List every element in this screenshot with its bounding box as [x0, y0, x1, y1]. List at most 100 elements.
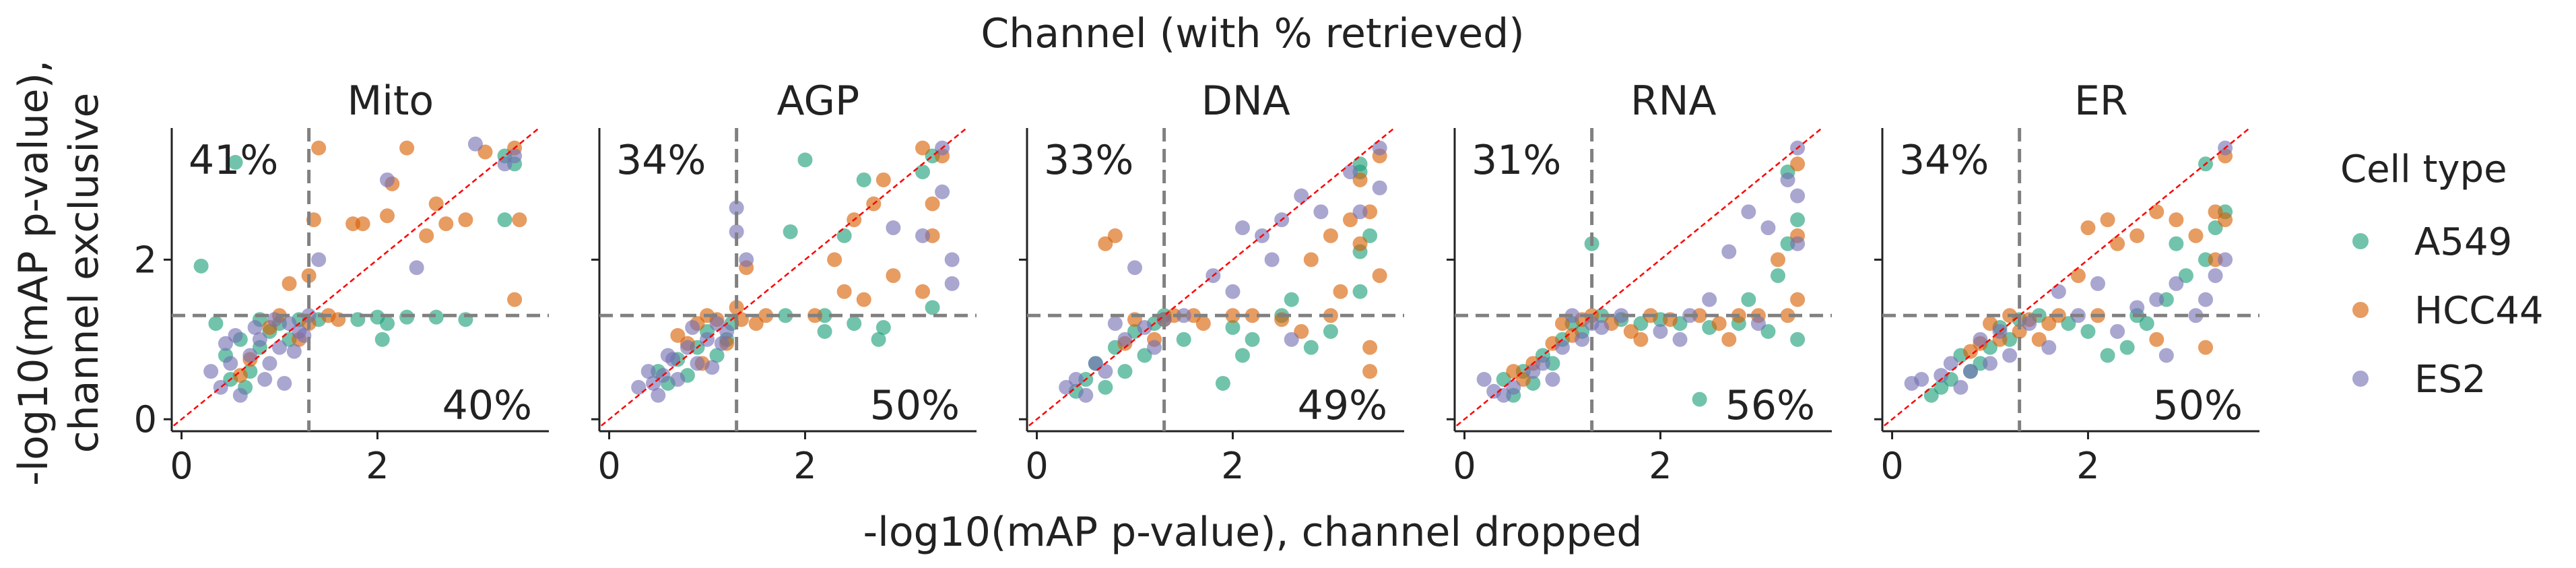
data-point [282, 276, 297, 291]
data-point [680, 340, 695, 355]
data-point [1098, 364, 1113, 379]
data-point [507, 292, 523, 307]
data-point [1535, 356, 1550, 371]
data-point [1323, 323, 1338, 339]
data-point [783, 224, 798, 239]
data-point [685, 320, 700, 336]
data-point [2208, 268, 2223, 284]
legend-label-a549: A549 [2414, 220, 2512, 264]
data-point [2119, 340, 2135, 355]
data-point [1098, 236, 1113, 251]
data-point [1476, 372, 1492, 387]
data-point [1760, 323, 1776, 339]
percent-bottom-right: 40% [442, 382, 532, 429]
data-point [1672, 332, 1688, 347]
data-point [2158, 348, 2174, 363]
data-point [1176, 332, 1191, 347]
data-point [262, 356, 277, 371]
data-point [1245, 332, 1260, 347]
data-point [1147, 340, 1162, 355]
series-hcc44 [1506, 156, 1806, 387]
panels: Mito 0 2 0 2 41% 40% AGP 0 2 34% 50% DNA 0 2 33% 49% RNA 0… [134, 77, 2259, 487]
data-point [778, 308, 793, 323]
data-point [458, 212, 473, 228]
data-point [758, 308, 774, 323]
data-point [640, 364, 656, 379]
data-point [438, 216, 454, 232]
data-point [2139, 316, 2154, 332]
data-point [228, 154, 243, 170]
data-point [1962, 364, 1978, 379]
data-point [1372, 180, 1387, 195]
data-point [925, 300, 940, 315]
data-point [257, 372, 273, 387]
data-point [2198, 292, 2213, 307]
x-tick-label: 0 [597, 445, 620, 487]
series-es2 [203, 136, 523, 403]
data-point [193, 258, 209, 274]
data-point [2090, 276, 2105, 291]
legend-label-es2: ES2 [2414, 358, 2486, 402]
data-point [1721, 244, 1737, 259]
data-point [1973, 332, 1988, 347]
data-point [1343, 164, 1358, 180]
data-point [1225, 308, 1241, 323]
x-axis-label: -log10(mAP p-value), channel dropped [863, 509, 1643, 556]
data-point [2110, 236, 2125, 251]
data-point [277, 375, 292, 391]
data-point [651, 387, 666, 403]
data-point [817, 323, 832, 339]
legend-title: Cell type [2340, 148, 2507, 191]
data-point [925, 196, 940, 212]
data-point [2012, 323, 2027, 339]
data-point [2208, 204, 2223, 220]
data-point [1303, 252, 1319, 267]
x-tick-label: 2 [1221, 445, 1244, 487]
data-point [1943, 356, 1958, 371]
data-point [232, 368, 248, 383]
data-point [856, 172, 871, 187]
data-point [428, 309, 444, 325]
data-point [876, 320, 891, 336]
data-point [1294, 188, 1309, 203]
data-point [1653, 323, 1668, 339]
data-point [1711, 316, 1727, 332]
data-point [232, 387, 248, 403]
data-point [380, 316, 395, 332]
data-point [272, 340, 287, 355]
data-point [419, 228, 434, 243]
data-point [1555, 316, 1570, 332]
percent-top-left: 41% [189, 137, 278, 184]
data-point [1137, 348, 1152, 363]
data-point [380, 208, 395, 224]
data-point [1934, 368, 1949, 383]
data-point [2169, 236, 2184, 251]
y-tick-label: 0 [134, 398, 157, 441]
data-point [1294, 323, 1309, 339]
data-point [223, 356, 238, 371]
data-point [2100, 212, 2115, 228]
data-point [1692, 391, 1707, 407]
data-point [2041, 340, 2057, 355]
plot-area-rna [1455, 128, 1832, 431]
data-point [1506, 379, 1521, 395]
data-point [1352, 156, 1368, 172]
data-point [1303, 340, 1319, 355]
data-point [228, 327, 243, 343]
series-a549 [1496, 164, 1806, 407]
data-point [311, 252, 327, 267]
data-point [1284, 332, 1299, 347]
data-point [670, 327, 686, 343]
percent-top-left: 34% [1899, 137, 1989, 184]
data-point [2198, 340, 2213, 355]
data-point [2188, 228, 2204, 243]
data-point [670, 372, 686, 387]
data-point [1702, 292, 1717, 307]
percent-bottom-right: 50% [2153, 382, 2243, 429]
data-point [886, 268, 901, 284]
data-point [1623, 323, 1639, 339]
percent-bottom-right: 50% [870, 382, 960, 429]
data-point [690, 356, 705, 371]
data-point [1284, 292, 1299, 307]
